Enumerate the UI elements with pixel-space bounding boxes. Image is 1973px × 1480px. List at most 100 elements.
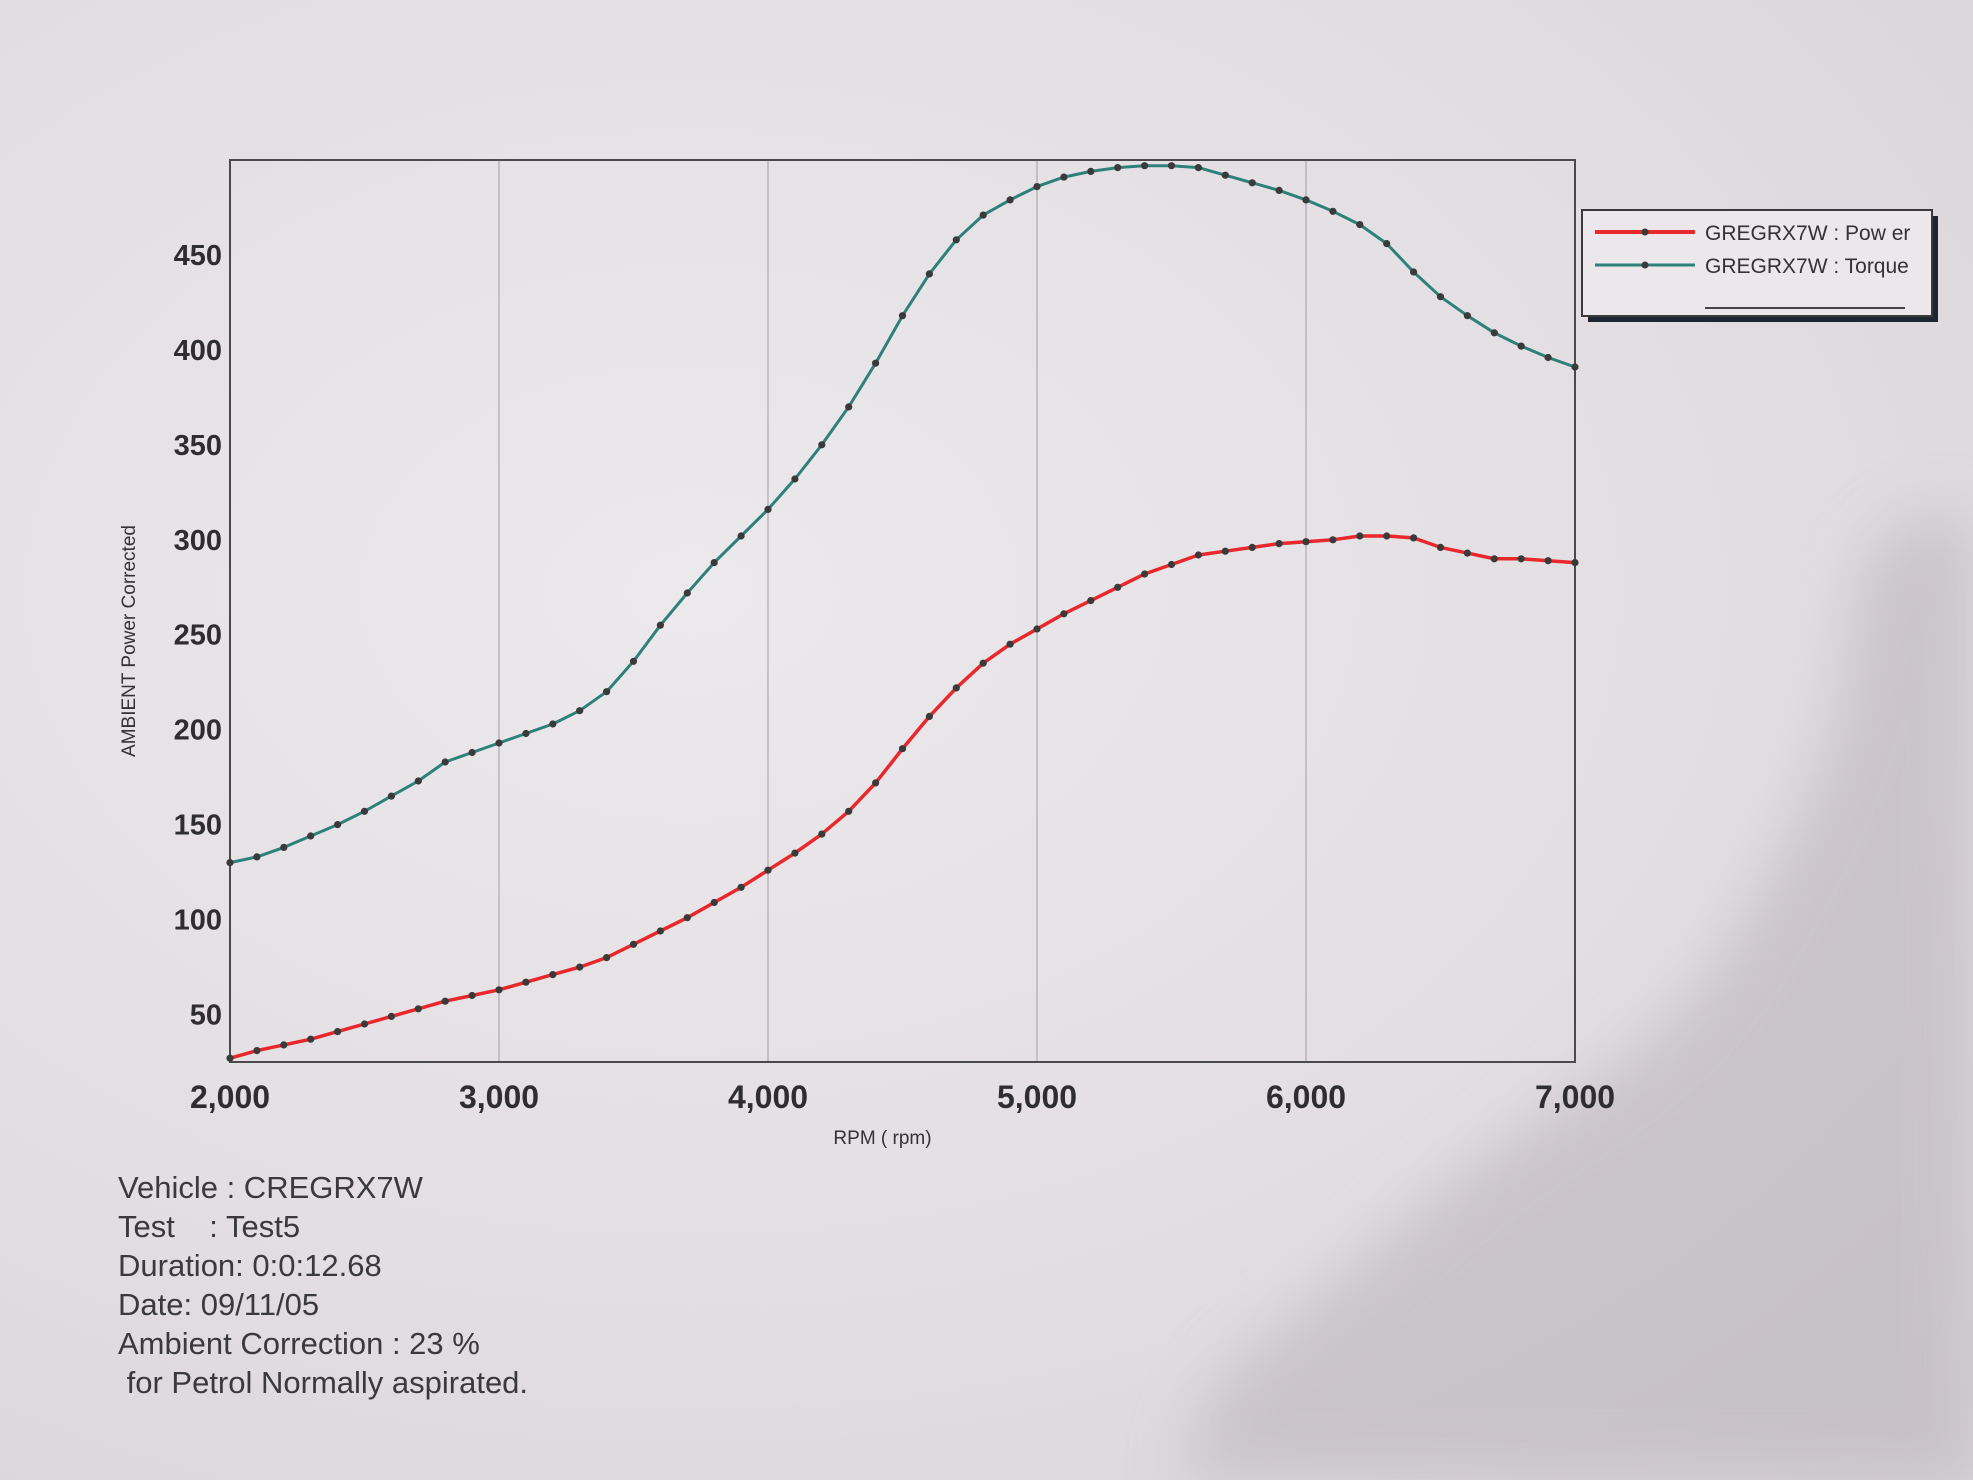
x-tick-label: 3,000 [459,1079,539,1115]
data-point-power [1329,536,1337,544]
x-tick-label: 4,000 [728,1079,808,1115]
test-info: Vehicle : CREGRX7W Test : Test5 Duration… [118,1168,528,1402]
data-point-torque [845,403,853,411]
data-point-power [872,779,880,787]
data-point-torque [1248,179,1256,187]
y-tick-label: 300 [174,525,222,557]
x-tick-label: 5,000 [997,1079,1077,1115]
data-point-torque [1114,164,1122,172]
data-point-torque [1463,312,1471,320]
data-point-power [952,684,960,692]
data-point-power [307,1035,315,1043]
data-point-power [979,659,987,667]
data-point-torque [414,777,422,785]
data-point-torque [441,758,449,766]
data-point-torque [898,312,907,320]
data-point-torque [226,859,234,867]
data-point-power [226,1054,234,1062]
info-fuel: for Petrol Normally aspirated. [118,1365,529,1400]
data-point-power [280,1041,288,1049]
data-point-power [549,971,557,979]
data-point-torque [1571,363,1579,371]
data-point-power [1356,532,1364,540]
data-point-power [1275,540,1283,548]
data-point-torque [360,807,369,815]
data-point-torque [1410,268,1418,276]
data-point-torque [1275,186,1283,194]
data-point-power [1544,557,1552,565]
data-point-torque [1302,196,1310,204]
data-point-power [1087,597,1095,605]
data-point-torque [1221,171,1229,179]
x-tick-labels: 2,000 3,000 4,000 5,000 6,000 7,000 [190,1079,1615,1115]
data-point-power [522,978,530,986]
data-point-power [387,1012,395,1021]
data-point-torque [1490,329,1498,337]
data-point-power [1463,549,1471,557]
legend-marker-torque [1641,261,1649,269]
data-point-torque [1436,293,1445,301]
info-date: Date: 09/11/05 [118,1287,320,1322]
data-point-torque [872,359,880,367]
data-point-torque [1517,342,1525,350]
data-point-power [334,1028,342,1036]
data-point-torque [1383,240,1391,248]
data-point-torque [1087,167,1095,175]
data-point-torque [1194,164,1202,172]
legend-box [1581,209,1933,317]
data-point-torque [387,792,395,800]
y-tick-label: 350 [174,430,222,462]
data-point-torque [1060,173,1068,181]
x-tick-label: 7,000 [1535,1079,1615,1115]
data-point-power [1490,555,1498,563]
data-point-torque [952,236,960,244]
data-point-torque [307,832,315,840]
data-point-power [576,963,584,971]
legend-label-power: GREGRX7W : Pow er [1705,222,1910,245]
data-point-torque [576,707,584,715]
data-point-torque [549,720,557,728]
data-point-torque [656,621,665,629]
x-tick-label: 2,000 [190,1079,270,1115]
data-point-power [603,954,611,962]
series-line-power [229,534,1576,1060]
data-point-power [764,866,772,874]
data-point-torque [1356,221,1364,229]
data-point-power [1221,547,1229,555]
data-point-torque [603,688,611,696]
data-point-power [845,807,853,815]
y-tick-label: 250 [174,620,222,652]
data-point-power [360,1020,369,1028]
info-ambient-correction: Ambient Correction : 23 % [118,1326,480,1361]
data-point-power [656,927,665,935]
data-point-torque [764,505,772,513]
info-test: Test : Test5 [118,1209,301,1244]
data-point-power [1060,610,1068,618]
info-vehicle: Vehicle : CREGRX7W [118,1170,423,1205]
legend-marker-power [1641,228,1649,236]
y-tick-label: 200 [174,715,222,747]
data-point-power [925,712,934,721]
data-point-torque [1033,183,1041,191]
data-point-power [253,1047,261,1055]
data-point-power [683,914,691,922]
data-point-power [414,1005,422,1013]
legend: GREGRX7W : Pow er GREGRX7W : Torque [1581,209,1938,322]
data-point-torque [1006,196,1014,204]
y-tick-labels: 50 100 150 200 250 300 350 400 450 [174,240,222,1032]
data-point-torque [1167,162,1176,170]
x-tick-label: 6,000 [1266,1079,1346,1115]
data-point-power [629,940,638,948]
data-point-power [1517,555,1525,563]
plot-frame [229,159,1576,1063]
data-point-power [791,849,799,857]
data-point-power [818,830,826,838]
x-axis-label: RPM ( rpm) [833,1128,931,1149]
y-axis-label: AMBIENT Power Corrected [119,525,140,757]
series-lines [226,162,1579,1062]
data-point-torque [925,270,934,278]
data-point-torque [791,475,799,483]
data-point-power [1114,583,1122,591]
data-point-torque [710,559,718,567]
gridlines [498,160,1307,1062]
